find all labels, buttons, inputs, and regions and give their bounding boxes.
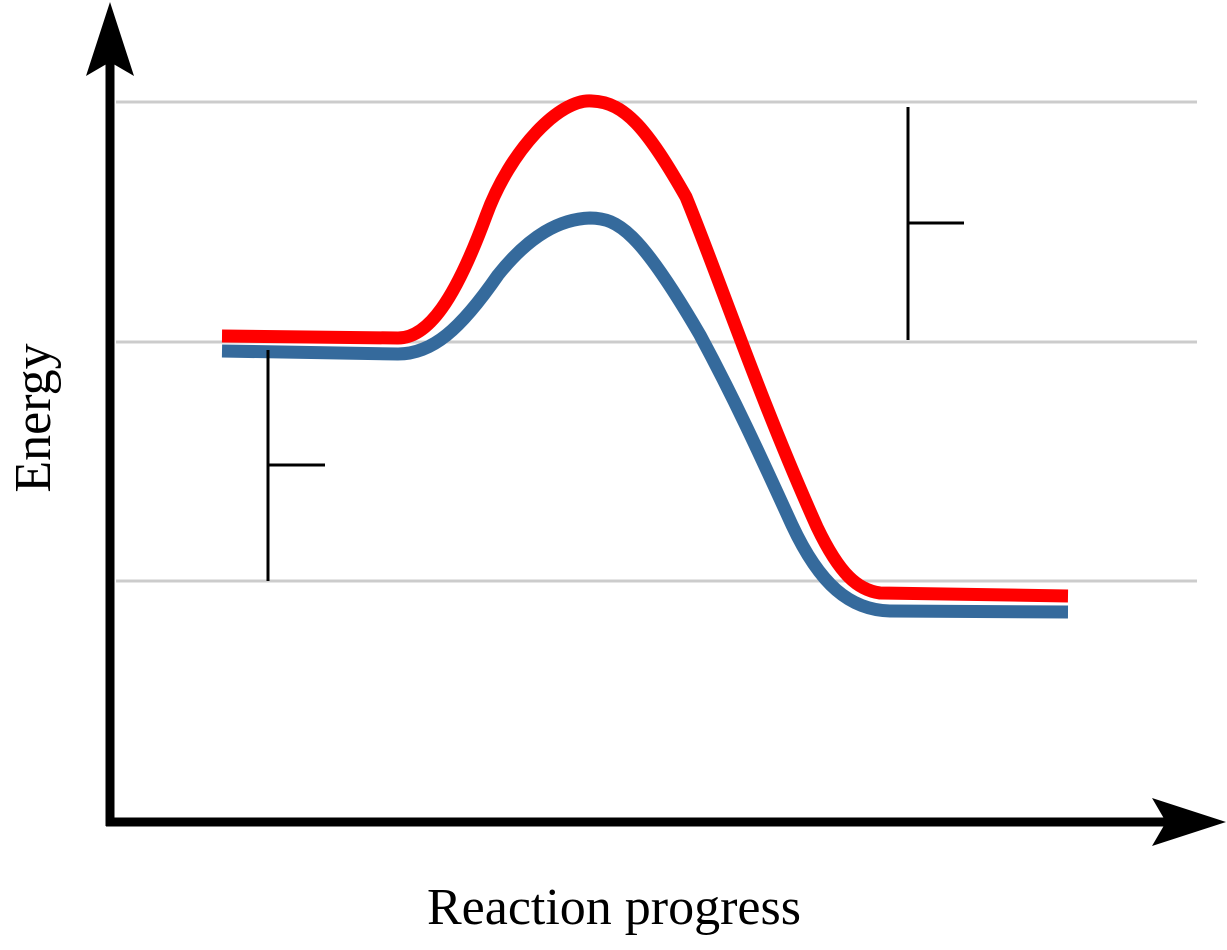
x-axis-arrowhead (1152, 798, 1226, 846)
x-axis-label: Reaction progress (427, 879, 801, 936)
right-bracket (906, 107, 964, 340)
x-axis (106, 798, 1226, 846)
y-axis-label: Energy (5, 343, 62, 492)
uncatalyzed-curve (221, 94, 1069, 603)
catalyzed-curve (221, 211, 1069, 619)
y-axis-arrowhead (86, 2, 134, 76)
left-bracket (266, 350, 325, 581)
y-axis (86, 2, 134, 826)
